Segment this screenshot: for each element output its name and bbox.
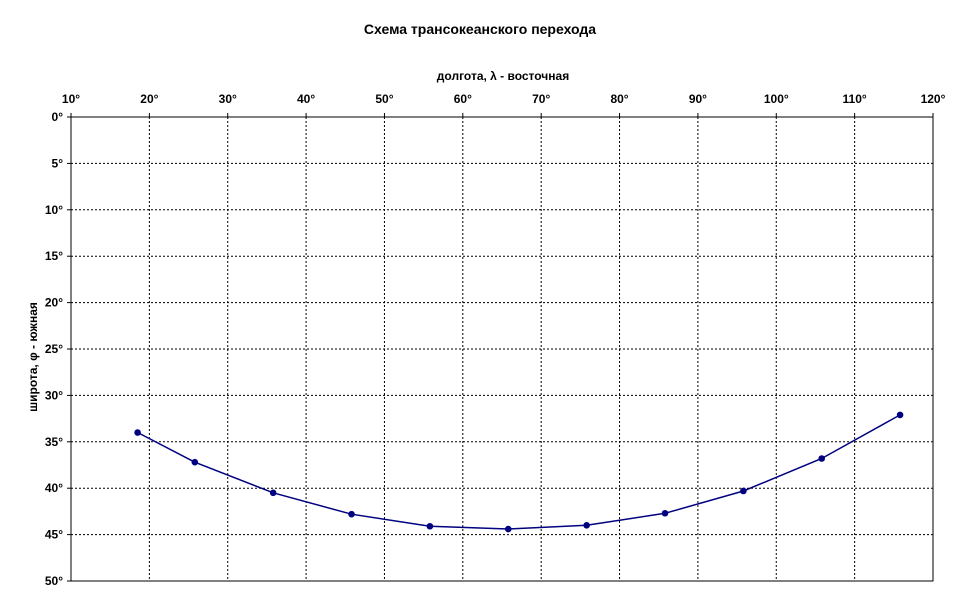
x-tick-label: 60° [454,92,472,106]
data-point [896,411,904,419]
x-tick-label: 20° [140,92,158,106]
data-point [269,489,277,497]
y-tick-label: 40° [45,481,63,495]
x-tick-label: 100° [764,92,789,106]
chart-title: Схема трансокеанского перехода [364,21,596,37]
data-point [426,522,434,530]
data-point [661,509,669,517]
y-tick-label: 50° [45,574,63,588]
x-tick-label: 50° [375,92,393,106]
y-axis-title: широта, φ - южная [26,302,40,412]
data-point [740,487,747,495]
series-points [134,411,904,533]
data-point [504,525,512,533]
x-tick-label: 110° [843,92,867,106]
y-tick-label: 15° [45,249,63,263]
x-axis-title: долгота, λ - восточная [437,69,569,83]
y-tick-label: 35° [45,435,63,449]
grid-lines [71,117,933,581]
x-tick-label: 40° [297,92,315,106]
x-tick-label: 90° [689,92,707,106]
data-point [348,510,355,518]
x-tick-label: 30° [219,92,237,106]
y-tick-label: 20° [45,296,63,310]
y-tick-label: 25° [45,342,63,356]
data-point [583,522,590,529]
series-line [137,414,901,530]
data-point [134,429,141,436]
data-point [818,455,826,462]
y-tick-label: 10° [45,203,63,217]
x-tick-label: 120° [921,92,946,106]
x-tick-label: 80° [610,92,628,106]
data-point [191,458,199,466]
x-tick-label: 70° [532,92,550,106]
y-tick-label: 5° [52,156,64,170]
x-axis-ticks: 10° 20° 30° 40° 50° 60° 70° 80° 90° 100° 110° 120° [62,92,946,117]
y-tick-label: 30° [45,388,63,402]
y-tick-label: 0° [52,110,64,124]
y-tick-label: 45° [45,528,63,542]
x-tick-label: 10° [62,92,80,106]
y-axis-ticks: 0° 5° 10° 15° 20° 25° 30° 35° 40° 45° 50° [45,110,71,588]
